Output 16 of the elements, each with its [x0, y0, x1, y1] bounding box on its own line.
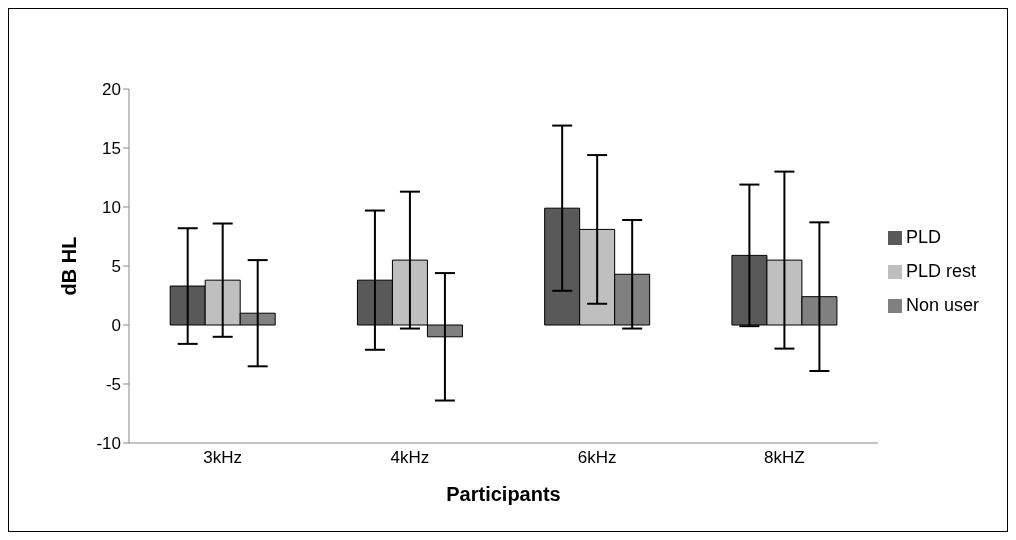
- x-tick-label: 8kHZ: [764, 448, 805, 468]
- y-tick-label: 0: [111, 316, 121, 336]
- legend-label: Non user: [905, 295, 979, 315]
- y-tick-label: 5: [111, 257, 121, 277]
- x-tick-label: 3kHz: [203, 448, 242, 468]
- y-tick-label: 15: [102, 139, 121, 159]
- legend-label: PLD: [905, 227, 941, 247]
- y-tick-label: -10: [96, 434, 121, 454]
- x-tick-label: 6kHz: [577, 448, 617, 468]
- y-axis-title: dB HL: [58, 236, 81, 296]
- y-tick-label: -5: [105, 375, 121, 395]
- x-tick-label: 4kHz: [390, 448, 430, 468]
- x-axis-title: Participants: [446, 483, 561, 505]
- y-tick-label: 20: [102, 80, 121, 100]
- legend-label: PLD rest: [905, 261, 976, 281]
- y-tick-label: 10: [102, 198, 121, 218]
